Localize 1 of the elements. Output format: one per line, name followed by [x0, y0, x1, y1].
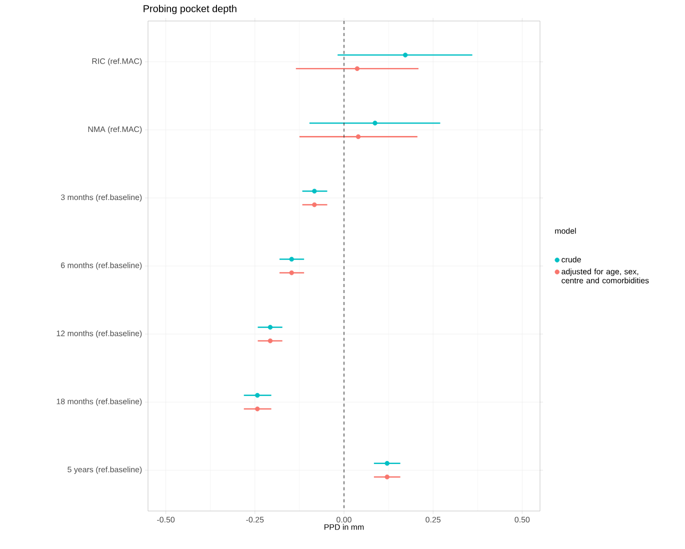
chart-title: Probing pocket depth — [144, 4, 236, 14]
